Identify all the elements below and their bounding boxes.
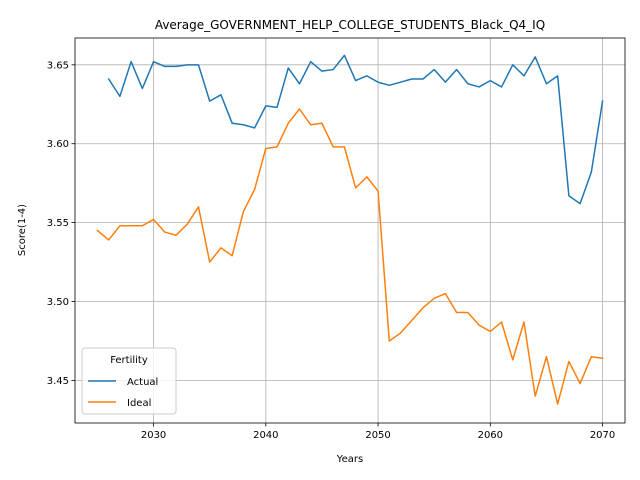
x-tick-label: 2030: [141, 430, 166, 441]
legend-label-ideal: Ideal: [127, 398, 151, 409]
x-tick-label: 2040: [253, 430, 278, 441]
x-tick-label: 2050: [365, 430, 390, 441]
legend-label-actual: Actual: [127, 377, 158, 388]
y-tick-label: 3.60: [47, 139, 69, 150]
y-tick-label: 3.50: [47, 297, 69, 308]
y-tick-label: 3.55: [47, 218, 69, 229]
chart-title: Average_GOVERNMENT_HELP_COLLEGE_STUDENTS…: [155, 18, 545, 32]
legend-title: Fertility: [110, 355, 148, 366]
y-axis-title: Score(1-4): [17, 204, 28, 256]
legend: Fertility Actual Ideal: [82, 348, 176, 414]
y-tick-label: 3.45: [47, 376, 69, 387]
x-axis-title: Years: [336, 454, 363, 465]
x-tick-label: 2070: [590, 430, 615, 441]
y-tick-label: 3.65: [47, 60, 69, 71]
x-tick-label: 2060: [478, 430, 503, 441]
